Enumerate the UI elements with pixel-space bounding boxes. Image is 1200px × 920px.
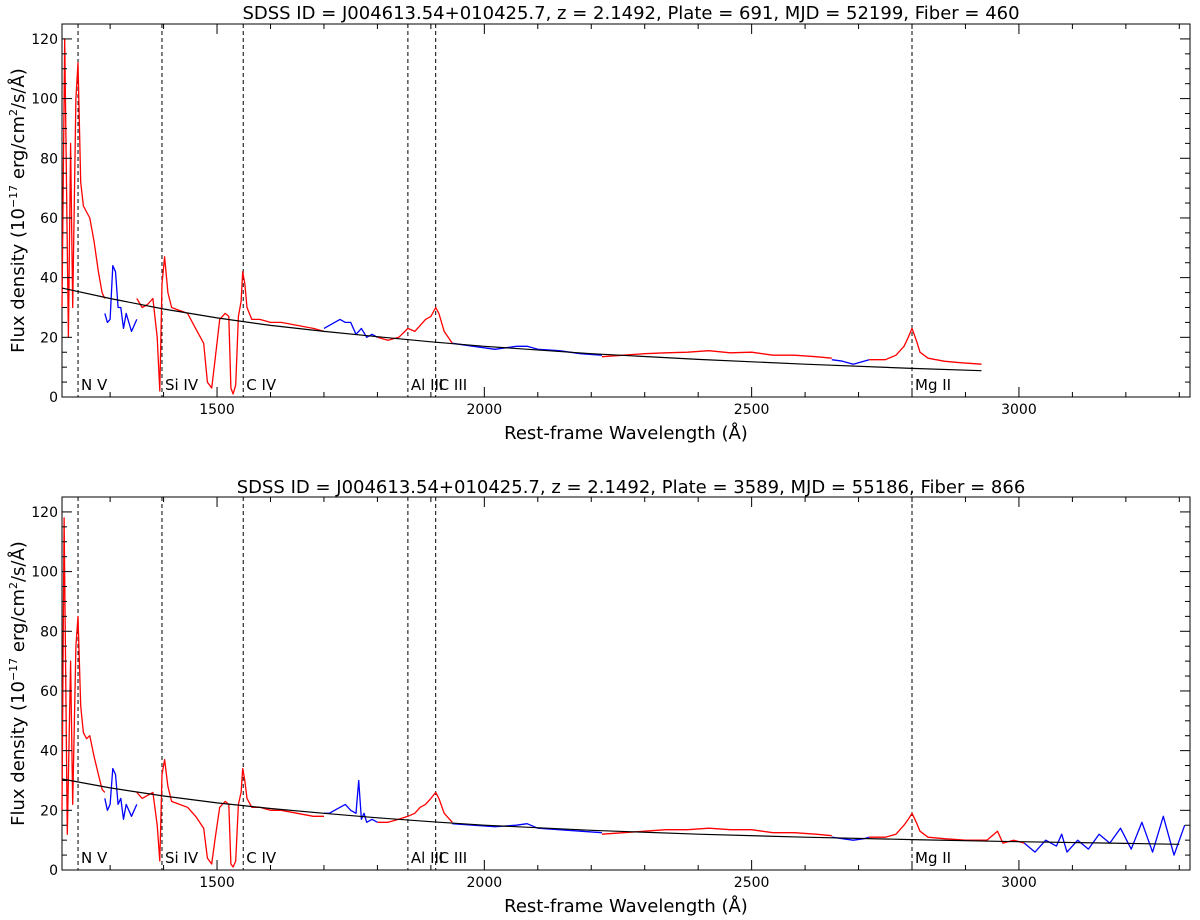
line-marker-label: C IV [246, 849, 277, 867]
plot-frame [61, 496, 1191, 871]
y-tick-label: 80 [40, 151, 58, 167]
spectrum-segment-1 [104, 767, 138, 820]
y-tick-label: 100 [31, 565, 58, 581]
line-marker-label: Mg II [915, 376, 951, 394]
y-tick-label: 120 [31, 32, 58, 48]
line-marker-label: N V [81, 849, 108, 867]
line-marker-label: C III [439, 849, 468, 867]
spectrum-segment-7 [831, 359, 870, 365]
spectrum-segment-4 [377, 306, 453, 344]
continuum-fit-line [61, 287, 982, 372]
x-tick-label: 2000 [467, 402, 503, 418]
line-marker-label: Si IV [165, 376, 199, 394]
spectrum-segment-0 [61, 517, 106, 835]
y-tick-label: 60 [40, 684, 58, 700]
line-marker-label: C III [439, 376, 468, 394]
panel-title: SDSS ID = J004613.54+010425.7, z = 2.149… [242, 3, 1019, 24]
y-tick-label: 120 [31, 505, 58, 521]
line-marker-label: Si IV [165, 849, 199, 867]
x-tick-label: 2000 [467, 875, 503, 891]
spectrum-segment-9 [1023, 815, 1186, 856]
line-marker-label: N V [81, 376, 108, 394]
spectrum-segment-8 [869, 327, 982, 365]
spectrum-segment-6 [601, 827, 832, 837]
y-tick-label: 80 [40, 624, 58, 640]
spectrum-segment-2 [136, 256, 325, 395]
y-tick-label: 40 [40, 271, 58, 287]
panel-title: SDSS ID = J004613.54+010425.7, z = 2.149… [237, 477, 1026, 498]
spectrum-segment-0 [61, 38, 106, 338]
x-tick-label: 2500 [734, 875, 770, 891]
spectrum-segment-6 [601, 350, 832, 359]
x-tick-label: 2500 [734, 402, 770, 418]
y-tick-label: 100 [31, 92, 58, 108]
continuum-fit-line [61, 778, 1180, 845]
plot-frame [61, 23, 1191, 398]
x-axis-label: Rest-frame Wavelength (Å) [504, 422, 748, 444]
y-axis-label: Flux density (10−17 erg/cm2/s/Å) [7, 68, 29, 353]
x-tick-label: 1500 [199, 875, 235, 891]
x-tick-label: 3000 [1001, 875, 1037, 891]
y-axis-label: Flux density (10−17 erg/cm2/s/Å) [7, 541, 29, 826]
y-tick-label: 0 [49, 863, 58, 879]
x-tick-label: 1500 [199, 402, 235, 418]
y-tick-label: 60 [40, 211, 58, 227]
line-marker-label: C IV [246, 376, 277, 394]
spectrum-segment-5 [452, 823, 602, 834]
y-tick-label: 40 [40, 744, 58, 760]
y-tick-label: 20 [40, 803, 58, 819]
spectrum-segment-8 [869, 812, 1025, 844]
x-axis-label: Rest-frame Wavelength (Å) [504, 895, 748, 917]
y-tick-label: 0 [49, 390, 58, 406]
spectrum-segment-4 [377, 791, 453, 823]
spectrum-segment-1 [104, 265, 138, 333]
line-marker-label: Mg II [915, 849, 951, 867]
y-tick-label: 20 [40, 330, 58, 346]
spectrum-panel-top: SDSS ID = J004613.54+010425.7, z = 2.149… [7, 3, 1191, 444]
x-tick-label: 3000 [1001, 402, 1037, 418]
spectrum-segment-3 [324, 779, 378, 823]
spectrum-panel-bottom: SDSS ID = J004613.54+010425.7, z = 2.149… [7, 477, 1191, 917]
